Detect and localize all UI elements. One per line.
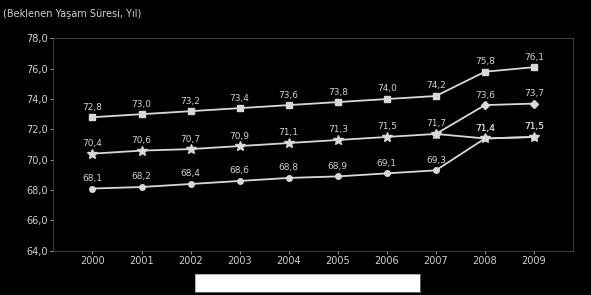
Text: 71,5: 71,5: [524, 122, 544, 131]
Text: 73,6: 73,6: [475, 91, 495, 99]
Text: 76,1: 76,1: [524, 53, 544, 62]
Text: 68,1: 68,1: [82, 174, 102, 183]
Text: 71,4: 71,4: [475, 124, 495, 133]
Text: 74,0: 74,0: [377, 84, 397, 94]
Text: 68,9: 68,9: [328, 162, 348, 171]
Text: 70,6: 70,6: [132, 136, 151, 145]
Text: (Beklenen Yaşam Süresi, Yıl): (Beklenen Yaşam Süresi, Yıl): [3, 9, 141, 19]
Text: 70,4: 70,4: [83, 139, 102, 148]
Text: 70,7: 70,7: [181, 135, 200, 144]
Text: 71,7: 71,7: [426, 119, 446, 128]
Text: 73,7: 73,7: [524, 89, 544, 98]
Text: 73,2: 73,2: [181, 97, 200, 106]
Text: 73,6: 73,6: [279, 91, 298, 99]
Text: 75,8: 75,8: [475, 57, 495, 66]
Text: 71,4: 71,4: [475, 124, 495, 133]
Text: 69,1: 69,1: [377, 159, 397, 168]
Text: 68,6: 68,6: [230, 166, 249, 176]
Text: 71,1: 71,1: [279, 129, 298, 137]
Text: 69,3: 69,3: [426, 156, 446, 165]
Text: 70,9: 70,9: [230, 132, 249, 140]
Text: 68,4: 68,4: [181, 169, 200, 178]
Text: 72,8: 72,8: [83, 103, 102, 112]
Text: 68,2: 68,2: [132, 173, 151, 181]
Text: 73,8: 73,8: [328, 88, 348, 96]
Text: 71,5: 71,5: [524, 122, 544, 131]
Text: 73,0: 73,0: [132, 100, 151, 109]
Text: 68,8: 68,8: [279, 163, 298, 172]
Text: 74,2: 74,2: [426, 81, 446, 91]
Text: 71,5: 71,5: [377, 122, 397, 131]
Text: 71,3: 71,3: [328, 125, 348, 135]
Text: 73,4: 73,4: [230, 94, 249, 103]
